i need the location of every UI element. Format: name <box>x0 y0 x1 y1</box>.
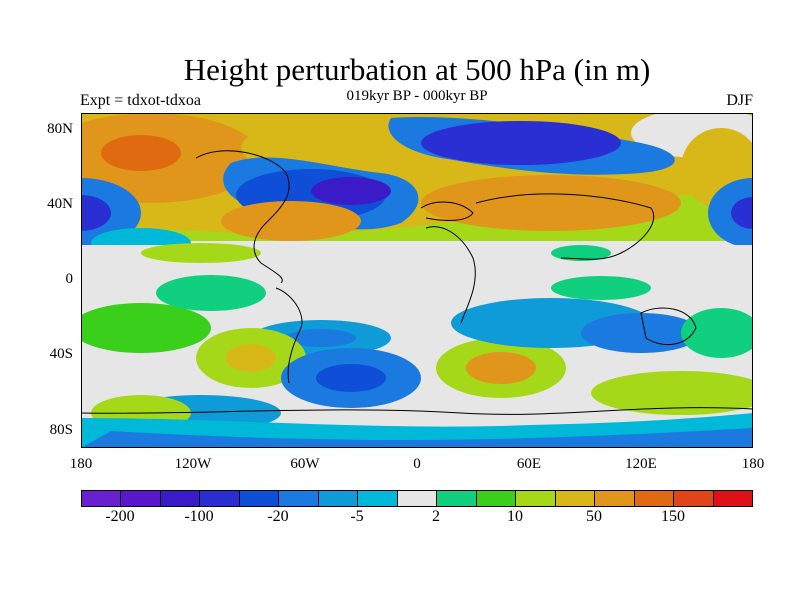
colorbar-label: 50 <box>586 508 602 525</box>
colorbar-swatch <box>200 491 240 506</box>
experiment-label: Expt = tdxot-tdxoa <box>80 92 202 109</box>
lon-label-60e: 60E <box>516 456 542 472</box>
lat-label-80n: 80N <box>47 121 73 137</box>
colorbar-swatch <box>555 491 596 506</box>
colorbar-swatch <box>595 491 635 506</box>
colorbar-label: 150 <box>661 508 685 525</box>
colorbar-swatch <box>437 491 477 506</box>
colorbar-swatch <box>318 491 359 506</box>
colorbar-swatch <box>121 491 161 506</box>
lon-label-180e: 180 <box>741 456 765 472</box>
colorbar-label: -100 <box>184 508 214 525</box>
figure-subtitle: 019kyr BP - 000kyr BP <box>346 88 488 104</box>
colorbar-swatch <box>634 491 675 506</box>
colorbar-swatch <box>358 491 398 506</box>
colorbar-swatch <box>674 491 714 506</box>
colorbar-swatch <box>516 491 556 506</box>
colorbar-swatch <box>397 491 438 506</box>
colorbar-label: -5 <box>350 508 364 525</box>
colorbar-swatch <box>160 491 201 506</box>
colorbar-swatch <box>476 491 517 506</box>
colorbar-label: 10 <box>507 508 523 525</box>
figure-title: Height perturbation at 500 hPa (in m) <box>183 52 651 87</box>
colorbar-label: -200 <box>105 508 135 525</box>
lat-label-80s: 80S <box>49 422 73 438</box>
lat-label-0: 0 <box>65 271 74 287</box>
lon-label-0: 0 <box>413 456 421 472</box>
colorbar-swatch <box>713 491 752 506</box>
colorbar-label: -20 <box>267 508 289 525</box>
colorbar-label: 2 <box>432 508 440 525</box>
lat-label-40n: 40N <box>47 196 73 212</box>
lon-label-120w: 120W <box>174 456 212 472</box>
lon-label-120e: 120E <box>625 456 657 472</box>
colorbar <box>81 490 753 507</box>
colorbar-swatch <box>82 491 122 506</box>
colorbar-swatch <box>239 491 280 506</box>
lon-label-60w: 60W <box>290 456 320 472</box>
season-label: DJF <box>726 92 753 109</box>
colorbar-swatch <box>279 491 319 506</box>
lon-label-180w: 180 <box>69 456 93 472</box>
lat-label-40s: 40S <box>49 346 73 362</box>
height-perturbation-map <box>81 113 753 448</box>
